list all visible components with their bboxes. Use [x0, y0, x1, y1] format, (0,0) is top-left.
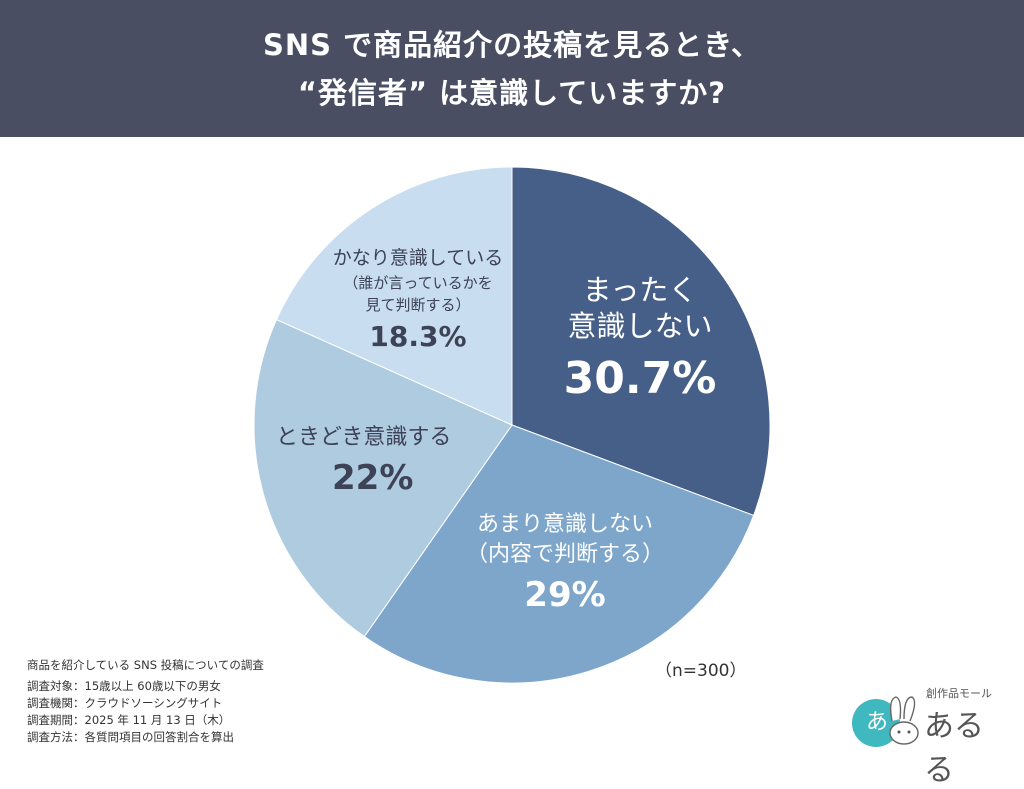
notes-item: 調査方法：各質問項目の回答割合を算出 — [27, 730, 234, 744]
slice-pct: 29% — [524, 575, 606, 615]
logo-big-text: あるる — [924, 709, 984, 788]
notes-item: 調査対象：15歳以上 60歳以下の男女 — [27, 679, 221, 693]
slice-label-line: （内容で判断する） — [465, 542, 664, 567]
pie-slice — [363, 424, 755, 684]
slice-label-very-much: かなり意識している （誰が言っているかを 見て判断する） 18.3% — [318, 244, 518, 358]
slice-label-line: かなり意識している — [332, 247, 504, 269]
title-banner: SNS で商品紹介の投稿を見るとき、 “発信者” は意識していますか? — [0, 0, 1024, 137]
slice-label-line: あまり意識しない — [476, 512, 653, 537]
notes-item: 調査期間：2025 年 11 月 13 日（木） — [27, 713, 231, 727]
logo-small-text: 創作品モール — [926, 687, 992, 700]
pie-chart — [253, 166, 771, 684]
pie-slice — [511, 166, 771, 517]
pie-slice — [253, 318, 513, 638]
slice-label-line: ときどき意識する — [276, 425, 452, 450]
slice-pct: 18.3% — [369, 320, 467, 353]
survey-notes: 商品を紹介している SNS 投稿についての調査 調査対象：15歳以上 60歳以下… — [27, 657, 264, 746]
slice-pct: 30.7% — [563, 353, 717, 404]
slice-label-line: 見て判断する） — [365, 296, 471, 314]
slice-label-not-at-all: まったく 意識しない 30.7% — [540, 272, 740, 414]
pie-slices — [253, 166, 771, 684]
slice-pct: 22% — [332, 458, 414, 498]
notes-title: 商品を紹介している SNS 投稿についての調査 — [27, 658, 264, 672]
slice-label-not-much: あまり意識しない （内容で判断する） 29% — [450, 510, 680, 620]
sample-size: （n=300） — [655, 661, 747, 681]
brand-logo: あ 創作品モール あるる — [852, 683, 1002, 788]
slice-label-line: 意識しない — [567, 309, 713, 343]
title-line-1: SNS で商品紹介の投稿を見るとき、 — [262, 27, 762, 62]
logo-badge-char: あ — [866, 710, 888, 735]
rabbit-logo-icon: あ — [852, 696, 919, 747]
slice-label-line: まったく — [582, 273, 698, 307]
title-line-2: “発信者” は意識していますか? — [297, 75, 727, 110]
slice-label-sometimes: ときどき意識する 22% — [262, 422, 482, 502]
notes-item: 調査機関：クラウドソーシングサイト — [27, 696, 223, 710]
pie-slice — [275, 166, 513, 426]
slice-label-line: （誰が言っているかを — [343, 274, 493, 292]
